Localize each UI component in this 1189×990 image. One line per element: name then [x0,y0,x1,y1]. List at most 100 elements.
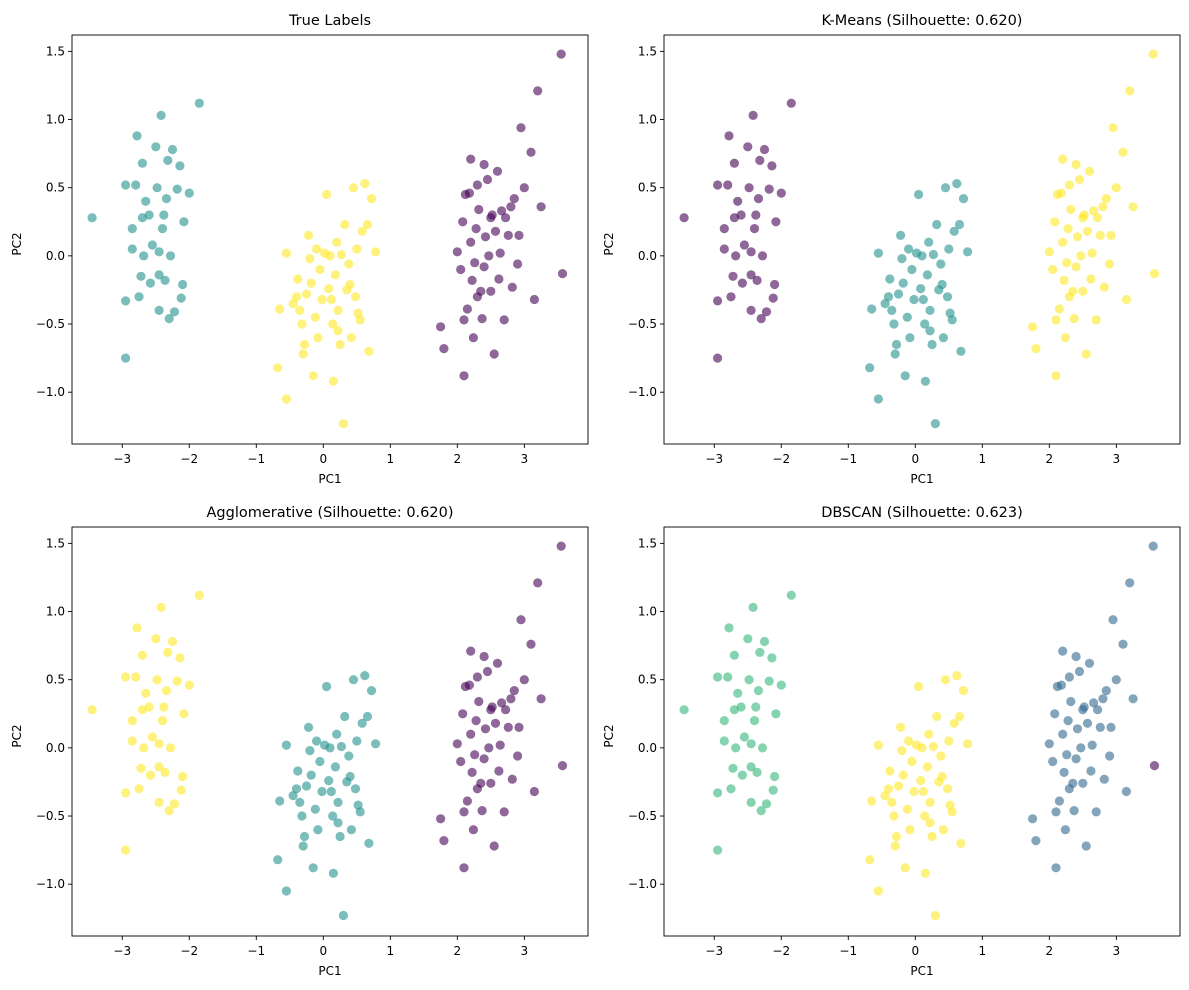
scatter-point [352,736,362,746]
scatter-point [1074,174,1085,185]
scatter-point [898,278,908,288]
scatter-point [474,204,484,215]
scatter-point [154,270,164,280]
scatter-point [1086,274,1096,284]
panel-kmeans: K-Means (Silhouette: 0.620) PC1 PC2 −3 −2… [602,13,1181,486]
scatter-point [1082,718,1093,728]
scatter-point [736,702,746,712]
scatter-point [737,770,748,780]
scatter-point [366,686,377,696]
plot-area: −3 −2 −1 0 1 2 3 −1.0 −0.5 0.0 0.5 1.0 1.5 [36,34,589,466]
scatter-point [944,244,954,254]
scatter-point [507,282,517,292]
scatter-point [154,762,164,772]
scatter-point [1149,761,1160,771]
scatter-point [930,419,941,429]
scatter-point [526,639,536,649]
scatter-point [477,806,487,816]
scatter-point [144,702,154,712]
scatter-point [1125,578,1135,588]
scatter-point [1044,247,1054,257]
scatter-point [920,811,930,821]
scatter-point [1111,183,1121,193]
scatter-point [466,729,476,739]
scatter-point [746,305,756,315]
scatter-point [719,224,729,234]
scatter-point [739,240,750,250]
scatter-point [1101,686,1111,696]
plot-area: −3 −2 −1 0 1 2 3 −1.0 −0.5 0.0 0.5 1.0 1.5 [36,526,589,958]
scatter-point [330,270,340,280]
scatter-point [867,796,877,806]
scatter-point [147,732,157,742]
scatter-point [503,230,513,240]
scatter-point [322,681,332,692]
scatter-point [1066,204,1076,215]
scatter-point [744,675,754,685]
scatter-point [340,711,350,722]
scatter-point [371,739,381,749]
scatter-point [506,694,516,704]
scatter-point [472,672,482,682]
scatter-point [281,248,291,258]
scatter-point [902,312,912,322]
scatter-point [1063,716,1073,726]
scatter-point [1028,322,1038,332]
scatter-point [175,161,185,171]
scatter-point [161,686,172,696]
scatter-point [1069,806,1079,816]
scatter-point [865,855,875,865]
scatter-point [1059,275,1069,285]
x-axis-label: PC1 [318,964,341,978]
scatter-point [764,184,774,194]
scatter-point [1081,841,1091,851]
scatter-point [482,174,493,185]
scatter-point [952,179,962,189]
scatter-point [176,293,186,303]
scatter-point [310,804,320,814]
scatter-point [897,746,907,756]
scatter-point [164,806,174,816]
x-tick-label: −3 [113,452,131,466]
scatter-point [963,247,973,257]
scatter-point [169,799,180,809]
scatter-point [891,339,902,350]
scatter-point [907,264,917,275]
scatter-point [736,210,746,220]
scatter-point [920,868,931,878]
scatter-point [938,825,949,835]
scatter-point [275,304,285,314]
scatter-point [509,686,519,696]
y-tick-label: 1.0 [638,605,657,619]
scatter-point [947,315,957,325]
scatter-point [928,249,939,260]
scatter-point [713,672,723,682]
scatter-point [905,825,915,835]
y-tick-label: 1.5 [46,536,65,550]
scatter-point [956,838,966,848]
scatter-point [1078,286,1088,296]
scatter-point [360,179,370,189]
scatter-point [194,590,204,600]
x-tick-label: −3 [705,944,723,958]
scatter-point [1105,751,1115,761]
scatter-point [328,811,338,821]
scatter-point [281,394,291,404]
scatter-point [332,237,342,247]
scatter-point [1066,696,1076,707]
scatter-point [459,315,469,325]
scatter-point [134,784,144,794]
scatter-point [932,219,942,230]
scatter-point [495,740,505,750]
scatter-point [937,771,947,782]
scatter-point [1082,226,1093,236]
scatter-point [291,784,302,794]
scatter-point [163,155,173,165]
scatter-point [1059,767,1069,778]
scatter-point [480,232,491,242]
scatter-point [362,219,373,230]
x-tick-label: 0 [911,944,919,958]
scatter-point [121,296,131,306]
y-tick-label: 0.5 [638,673,657,687]
scatter-point [137,650,147,660]
